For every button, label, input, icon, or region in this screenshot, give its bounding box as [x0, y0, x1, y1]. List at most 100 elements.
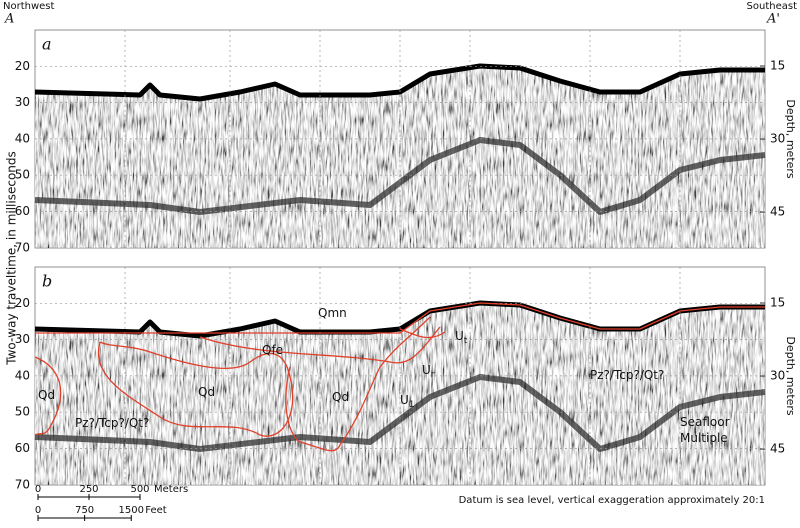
streak — [167, 66, 170, 248]
streak — [210, 303, 213, 485]
annotation-text: Pz?/Tcp?/Qt? — [75, 416, 149, 430]
right-point: A' — [766, 12, 780, 27]
multiple — [34, 137, 766, 215]
scale-unit: Feet — [145, 505, 167, 516]
annotation: Pz?/Tcp?/Qt? — [75, 416, 149, 430]
annotation-subscript: r — [431, 370, 435, 380]
streak — [673, 303, 676, 485]
streak — [716, 303, 719, 485]
annotation: Qfe — [262, 343, 283, 357]
y2-tick-label: 45 — [770, 205, 785, 219]
streak — [60, 66, 63, 248]
streak — [167, 303, 170, 485]
y2-axis-label: Depth, meters — [784, 336, 797, 416]
y-tick-label: 70 — [15, 240, 30, 254]
annotation: Seafloor — [680, 415, 730, 429]
interpretation-line — [199, 326, 441, 364]
annotation: Qd — [332, 390, 349, 404]
streak — [476, 303, 479, 485]
annotation: Qd — [38, 388, 55, 402]
annotation-text: U — [455, 329, 464, 343]
annotation-text: Pz?/Tcp?/Qt? — [590, 368, 664, 382]
annotation: Ut — [455, 329, 468, 346]
scale-label: 500 — [130, 484, 149, 495]
annotation: Pz?/Tcp?/Qt? — [590, 368, 664, 382]
annotation-text: Qmn — [318, 306, 347, 320]
y2-tick-label: 15 — [770, 59, 785, 73]
streak — [352, 303, 355, 485]
annotation-text: Qfe — [262, 343, 283, 357]
streak — [566, 303, 569, 485]
streak — [210, 66, 213, 248]
streak — [566, 66, 569, 248]
streak — [529, 303, 532, 485]
streak — [396, 303, 399, 485]
annotation: Qmn — [318, 306, 347, 320]
streak — [617, 303, 620, 485]
streak — [250, 303, 253, 485]
streak — [307, 303, 310, 485]
streak — [307, 66, 310, 248]
y2-axis-label: Depth, meters — [784, 99, 797, 179]
annotation: U1 — [400, 393, 415, 410]
annotation-text: Qd — [198, 385, 215, 399]
interpretation-line — [285, 316, 431, 452]
streak — [673, 66, 676, 248]
y-tick-label: 20 — [15, 59, 30, 73]
scale-label: 1500 — [119, 505, 144, 516]
y-tick-label: 30 — [15, 95, 30, 109]
y-tick-label: 70 — [15, 477, 30, 491]
left-point: A — [4, 12, 14, 27]
interpretation-line — [399, 328, 446, 339]
y-tick-label: 30 — [15, 332, 30, 346]
annotation-text: U — [422, 363, 431, 377]
annotation: Qd — [198, 385, 215, 399]
streak — [250, 66, 253, 248]
y-tick-label: 60 — [15, 441, 30, 455]
streak — [111, 303, 114, 485]
y-tick-label: 40 — [15, 131, 30, 145]
annotation: Ur — [422, 363, 435, 380]
annotation-text: Qd — [38, 388, 55, 402]
streak — [352, 66, 355, 248]
y-axis-label: Two-way traveltime, in milliseconds — [5, 151, 19, 366]
y2-tick-label: 15 — [770, 296, 785, 310]
streak — [111, 66, 114, 248]
streak — [617, 66, 620, 248]
streak — [60, 303, 63, 485]
annotation-text: Multiple — [680, 431, 728, 445]
annotation-subscript: t — [464, 336, 468, 346]
y-tick-label: 50 — [15, 168, 30, 182]
streak — [529, 66, 532, 248]
scale-label: 0 — [35, 484, 41, 495]
y-tick-label: 40 — [15, 368, 30, 382]
left-direction: Northwest — [3, 1, 55, 12]
scale-unit: Meters — [154, 484, 188, 495]
seafloor — [34, 63, 765, 102]
scale-label: 250 — [79, 484, 98, 495]
streak — [716, 66, 719, 248]
scale-label: 750 — [75, 505, 94, 516]
annotation-text: Qd — [332, 390, 349, 404]
scale-label: 0 — [35, 505, 41, 516]
y2-tick-label: 45 — [770, 442, 785, 456]
interpretation-line — [34, 356, 62, 436]
panel: 20 30 40 50 60 70 15 30 45 Depth, meters a — [15, 29, 797, 254]
annotation-subscript: 1 — [409, 400, 415, 410]
y2-tick-label: 30 — [770, 369, 785, 383]
y2-tick-label: 30 — [770, 132, 785, 146]
footnote: Datum is sea level, vertical exaggeratio… — [459, 495, 765, 506]
interpretation-line — [35, 302, 765, 334]
interpretation-line — [97, 341, 294, 437]
y-tick-label: 60 — [15, 204, 30, 218]
panel: 20 30 40 50 60 70 15 30 45 Depth, meters b — [15, 266, 797, 491]
y-tick-label: 20 — [15, 296, 30, 310]
annotation-text: U — [400, 393, 409, 407]
annotation-text: Seafloor — [680, 415, 730, 429]
panel-label: a — [42, 35, 52, 54]
annotation: Multiple — [680, 431, 728, 445]
streak — [476, 66, 479, 248]
panel-label: b — [42, 272, 52, 291]
y-tick-label: 50 — [15, 405, 30, 419]
